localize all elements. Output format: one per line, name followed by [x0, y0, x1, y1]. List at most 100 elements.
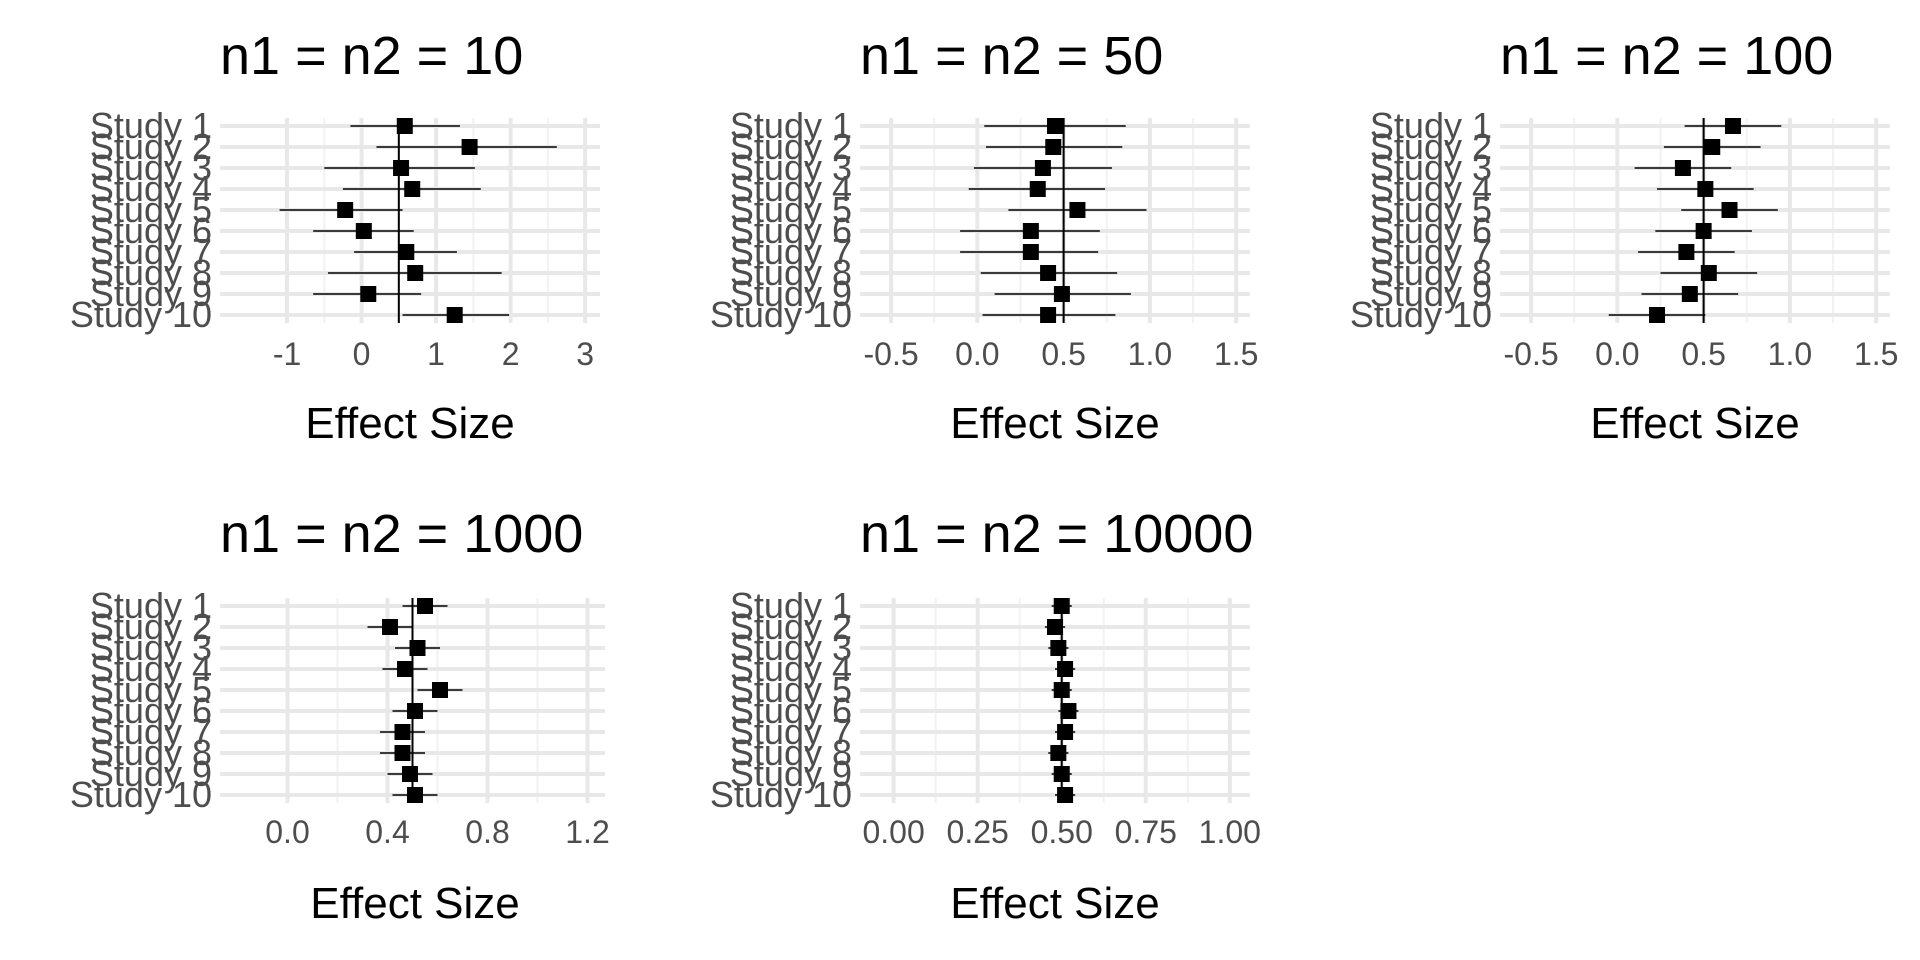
panel-4-point-estimate	[402, 766, 418, 782]
panel-4-x-tick-label: 0.0	[265, 814, 309, 850]
panel-2-point-estimate	[1040, 307, 1057, 323]
panel-1-x-tick-label: 1	[427, 336, 445, 372]
panel-2-x-tick-label: 1.5	[1214, 336, 1258, 372]
panel-2-x-tick-label: 1.0	[1128, 336, 1172, 372]
panel-2-point-estimate	[1022, 244, 1039, 260]
panel-4-x-tick-label: 0.8	[465, 814, 509, 850]
panel-3-x-tick-label: 0.0	[1595, 336, 1639, 372]
panel-3-point-estimate	[1674, 160, 1691, 176]
panel-3-point-estimate	[1697, 181, 1714, 197]
panel-1-x-tick-label: 2	[502, 336, 520, 372]
panel-3-study-label: Study 6	[1370, 210, 1492, 251]
panel-2-point-estimate	[1034, 160, 1051, 176]
panel-2-study-label: Study 4	[730, 168, 852, 209]
panel-3-point-estimate	[1678, 244, 1695, 260]
panel-4-study-label: Study 1	[90, 585, 212, 626]
panel-2-study-label: Study 5	[730, 189, 852, 230]
panel-4-point-estimate	[382, 619, 398, 635]
panel-3-study-label: Study 3	[1370, 147, 1492, 188]
panel-1-point-estimate	[337, 202, 354, 218]
panel-3-point-estimate	[1649, 307, 1666, 323]
panel-3-study-label: Study 4	[1370, 168, 1492, 209]
panel-1-study-label: Study 5	[90, 189, 212, 230]
panel-2-x-axis-title: Effect Size	[950, 399, 1160, 448]
panel-4-point-estimate	[407, 703, 423, 719]
panel-5-point-estimate	[1057, 724, 1074, 740]
panel-2-x-tick-label: 0.0	[955, 336, 999, 372]
panel-1-study-label: Study 10	[70, 294, 212, 335]
panel-2-point-estimate	[1047, 118, 1063, 134]
panel-4-study-label: Study 2	[90, 606, 212, 647]
panel-2-point-estimate	[1022, 223, 1039, 239]
panel-5-study-label: Study 8	[730, 732, 852, 773]
panel-1-title: n1 = n2 = 10	[220, 26, 523, 86]
panel-2-study-label: Study 7	[730, 231, 852, 272]
panel-5-x-tick-label: 0.50	[1031, 814, 1093, 850]
panel-5-study-label: Study 7	[730, 711, 852, 752]
panel-1-study-label: Study 7	[90, 231, 212, 272]
panel-5-study-label: Study 5	[730, 669, 852, 710]
panel-1-point-estimate	[355, 223, 372, 239]
panel-2-study-label: Study 3	[730, 147, 852, 188]
panel-5-study-label: Study 4	[730, 648, 852, 689]
panel-4-point-estimate	[397, 661, 413, 677]
panel-5-study-label: Study 9	[730, 753, 852, 794]
panel-5-x-tick-label: 0.75	[1115, 814, 1177, 850]
panel-5-point-estimate	[1060, 703, 1077, 719]
panel-1-point-estimate	[360, 286, 377, 302]
panel-4-point-estimate	[417, 598, 433, 614]
panel-1-point-estimate	[407, 265, 424, 281]
panel-5-point-estimate	[1047, 619, 1063, 635]
panel-1-x-tick-label: -1	[273, 336, 301, 372]
panel-1-study-label: Study 8	[90, 252, 212, 293]
panel-5-point-estimate	[1053, 682, 1070, 698]
panel-4-title: n1 = n2 = 1000	[220, 504, 583, 564]
panel-1-point-estimate	[461, 139, 478, 155]
panel-3-title: n1 = n2 = 100	[1500, 26, 1833, 86]
panel-1-study-label: Study 9	[90, 273, 212, 314]
panel-1-point-estimate	[404, 181, 421, 197]
panel-1-point-estimate	[398, 244, 415, 260]
panel-1-study-label: Study 1	[90, 105, 212, 146]
panel-3-x-tick-label: -0.5	[1503, 336, 1558, 372]
panel-2-study-label: Study 1	[730, 105, 852, 146]
panel-5-point-estimate	[1057, 661, 1074, 677]
panel-3-study-label: Study 10	[1350, 294, 1492, 335]
panel-5-x-tick-label: 0.25	[947, 814, 1009, 850]
panel-1-point-estimate	[446, 307, 463, 323]
panel-5-point-estimate	[1057, 787, 1074, 803]
panel-5-x-tick-label: 0.00	[862, 814, 924, 850]
panel-4-x-tick-label: 0.4	[365, 814, 409, 850]
panel-3-point-estimate	[1704, 139, 1721, 155]
panel-4-point-estimate	[409, 640, 426, 656]
panel-3-point-estimate	[1695, 223, 1712, 239]
panel-5-point-estimate	[1053, 598, 1070, 614]
panel-2-point-estimate	[1069, 202, 1086, 218]
panel-3-study-label: Study 8	[1370, 252, 1492, 293]
panel-2-study-label: Study 6	[730, 210, 852, 251]
panel-1-study-label: Study 4	[90, 168, 212, 209]
panel-5-title: n1 = n2 = 10000	[860, 504, 1253, 564]
panel-4-study-label: Study 5	[90, 669, 212, 710]
panel-5-x-axis-title: Effect Size	[950, 879, 1160, 928]
panel-5-study-label: Study 6	[730, 690, 852, 731]
panel-4-point-estimate	[432, 682, 448, 698]
panel-5-point-estimate	[1050, 640, 1067, 656]
panel-5-study-label: Study 1	[730, 585, 852, 626]
panel-2-point-estimate	[1029, 181, 1046, 197]
panel-2-study-label: Study 10	[710, 294, 852, 335]
panel-4-study-label: Study 6	[90, 690, 212, 731]
panel-2-point-estimate	[1053, 286, 1070, 302]
panel-5-study-label: Study 3	[730, 627, 852, 668]
panel-1-x-tick-label: 0	[353, 336, 371, 372]
panel-5-point-estimate	[1050, 745, 1067, 761]
panel-2-study-label: Study 9	[730, 273, 852, 314]
